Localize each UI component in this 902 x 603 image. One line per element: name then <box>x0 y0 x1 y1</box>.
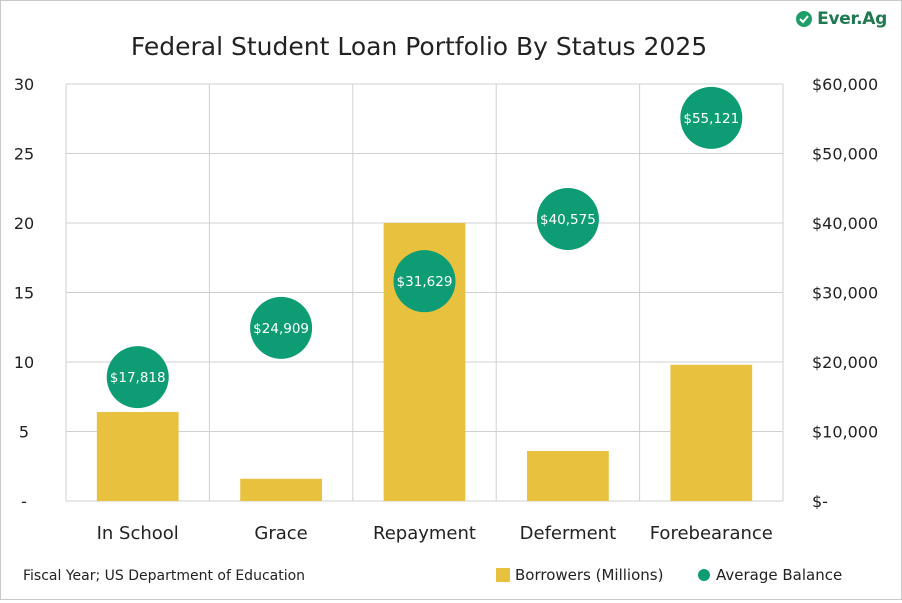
left-tick-label: 20 <box>14 214 34 233</box>
left-tick-label: - <box>21 492 27 511</box>
left-tick-label: 15 <box>14 284 34 303</box>
bar-in-school <box>96 412 179 501</box>
category-label: In School <box>97 523 179 544</box>
logo-text: Ever.Ag <box>817 9 887 29</box>
right-tick-label: $50,000 <box>812 145 878 164</box>
left-tick-label: 5 <box>19 423 29 442</box>
bar-forebearance <box>670 364 753 501</box>
bar-deferment <box>527 450 609 501</box>
left-tick-label: 25 <box>14 145 34 164</box>
category-label: Grace <box>254 523 307 544</box>
category-label: Repayment <box>373 523 476 544</box>
legend: Borrowers (Millions) Average Balance <box>496 566 842 584</box>
point-label: $31,629 <box>397 274 453 290</box>
right-axis-ticks: $- $10,000 $20,000 $30,000 $40,000 $50,000 $60… <box>812 75 878 511</box>
point-forebearance <box>680 86 743 149</box>
point-in-school <box>106 346 169 409</box>
right-tick-label: $20,000 <box>812 353 878 372</box>
right-tick-label: $30,000 <box>812 284 878 303</box>
legend-borrowers-label: Borrowers (Millions) <box>515 566 663 584</box>
category-label: Deferment <box>520 523 617 544</box>
x-axis-labels: In School Grace Repayment Deferment Forebear… <box>97 523 773 544</box>
logo-mark-icon <box>796 11 813 27</box>
ever-ag-logo: Ever.Ag <box>795 9 887 29</box>
right-tick-label: $40,000 <box>812 214 878 233</box>
legend-dot-swatch <box>698 569 710 581</box>
legend-average-balance-label: Average Balance <box>716 566 842 584</box>
bar-series <box>96 223 753 501</box>
left-axis-ticks: - 5 10 15 20 25 30 <box>14 75 34 511</box>
point-grace <box>250 296 313 359</box>
point-label: $17,818 <box>110 370 166 386</box>
left-tick-label: 30 <box>14 75 34 94</box>
point-label: $40,575 <box>540 212 596 228</box>
right-tick-label: $10,000 <box>812 423 878 442</box>
source-note: Fiscal Year; US Department of Education <box>23 568 305 584</box>
right-tick-label: $60,000 <box>812 75 878 94</box>
point-repayment <box>393 250 456 313</box>
point-deferment <box>536 188 599 251</box>
point-series: $17,818 $24,909 $31,629 $40,575 $55,121 <box>106 86 743 409</box>
chart-title: Federal Student Loan Portfolio By Status… <box>131 32 707 61</box>
right-tick-label: $- <box>812 492 828 511</box>
point-label: $24,909 <box>253 321 309 337</box>
left-tick-label: 10 <box>14 353 34 372</box>
category-label: Forebearance <box>650 523 773 544</box>
point-label: $55,121 <box>683 111 739 127</box>
bar-grace <box>240 478 322 501</box>
legend-bar-swatch <box>496 568 510 582</box>
